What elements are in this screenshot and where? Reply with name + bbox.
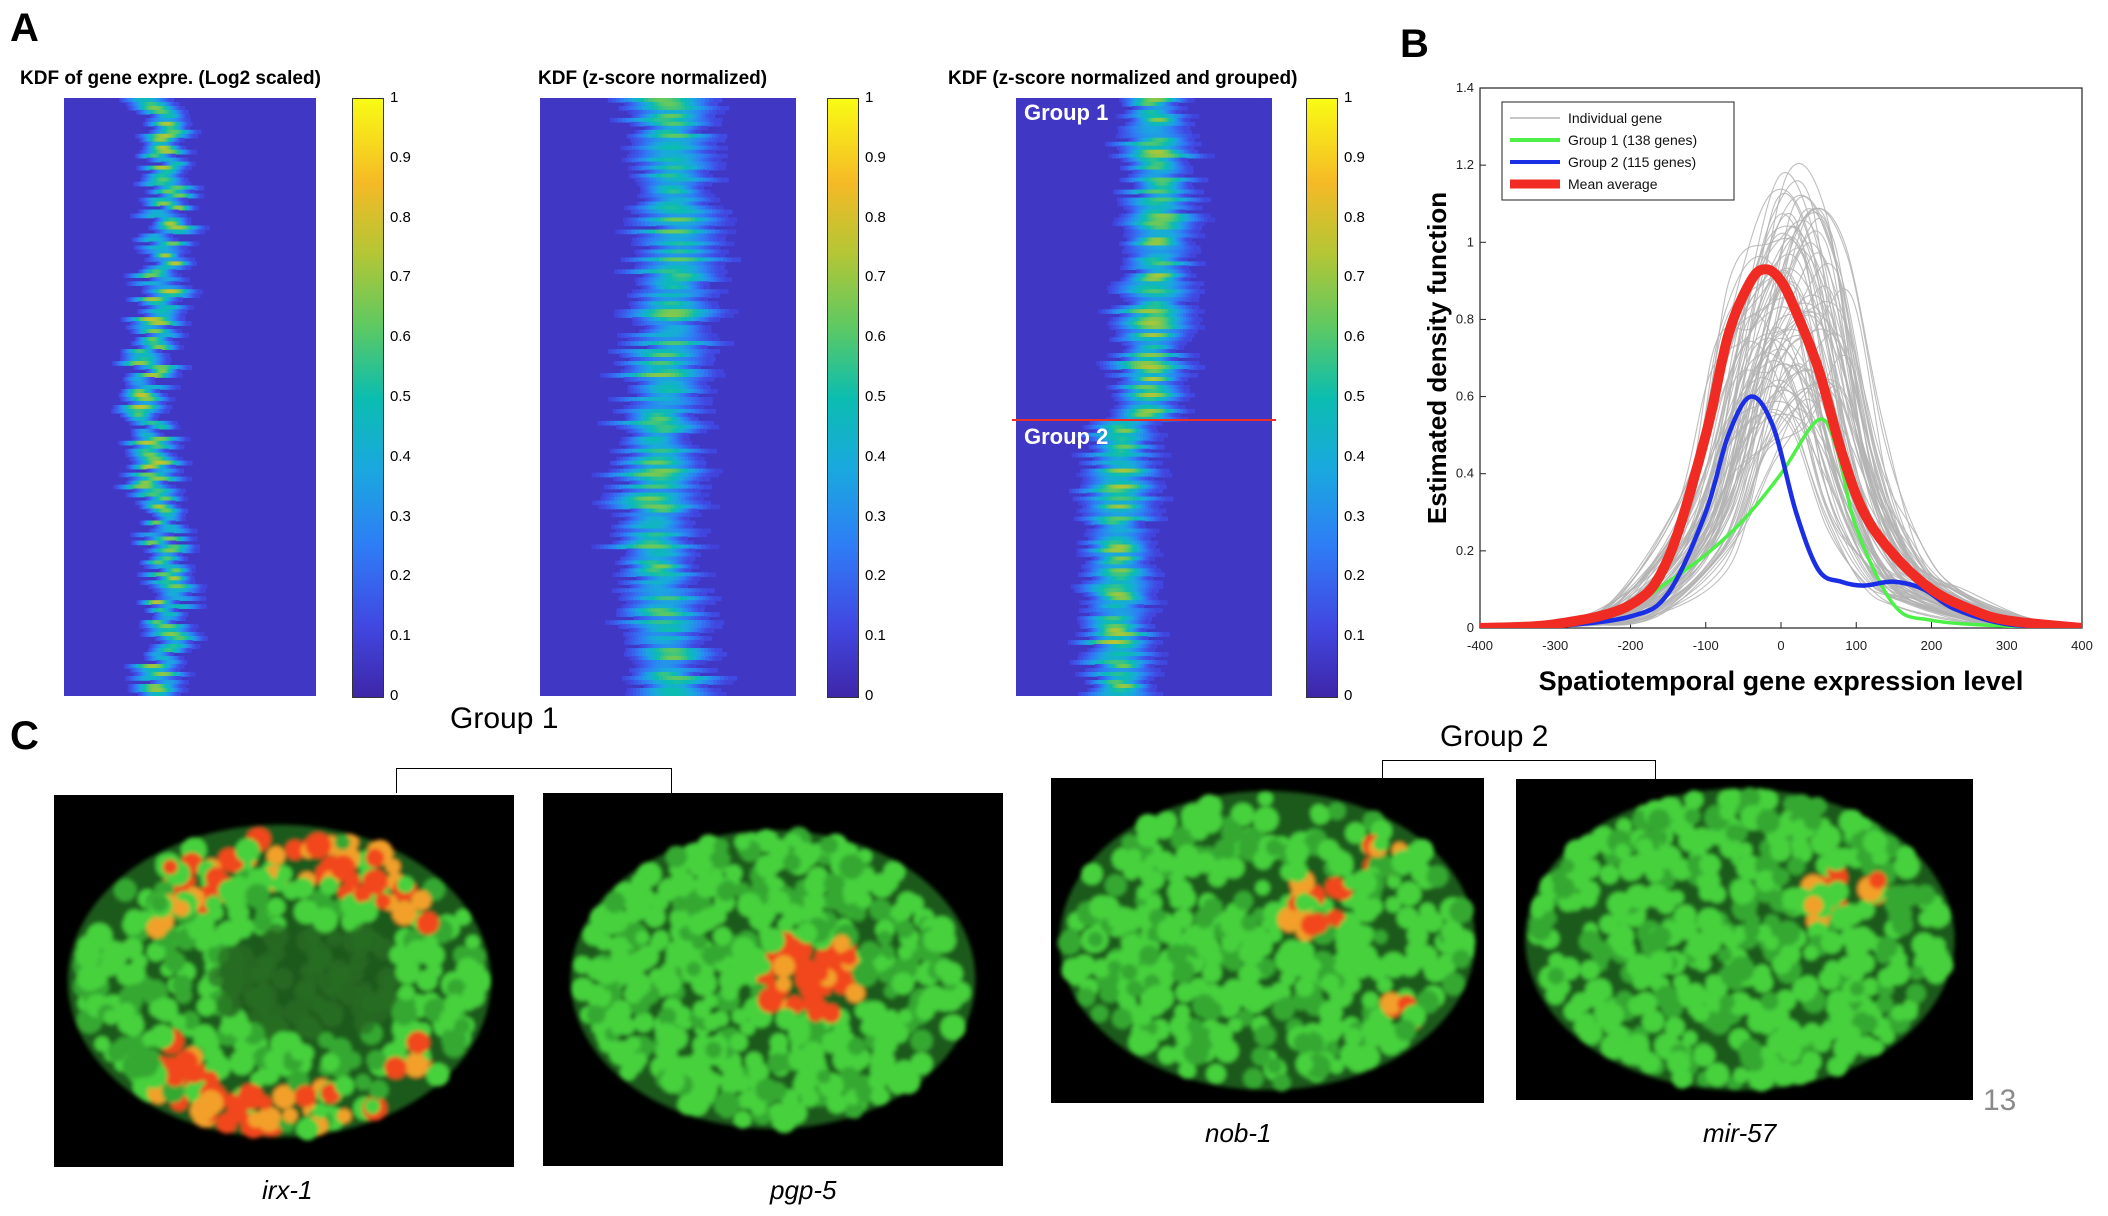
colorbar-2	[827, 98, 859, 698]
x-tick-label: -100	[1693, 638, 1719, 653]
heatmap-2-title: KDF (z-score normalized)	[538, 68, 768, 89]
hm1-cells	[64, 98, 316, 696]
colorbar-2-tick: 0.5	[865, 388, 886, 405]
colorbar-2-tick: 0.9	[865, 148, 886, 166]
x-tick-label: 0	[1777, 638, 1784, 653]
image-group-1-label: Group 1	[450, 702, 559, 735]
x-axis-label: Spatiotemporal gene expression level	[1539, 666, 2024, 696]
y-tick-label: 0.4	[1456, 466, 1474, 481]
heatmap-log2-scaled	[64, 98, 316, 696]
panel-a-label: A	[10, 6, 39, 50]
y-tick-label: 0	[1467, 620, 1474, 635]
density-line-chart: -400 -300 -200 -100 0 100 200 300 400 0 0.2 0.4 0.6 0…	[1422, 80, 2093, 696]
colorbar-2-tick: 0	[865, 687, 874, 704]
colorbar-3-tick: 0.9	[1344, 148, 1365, 166]
heatmap-1-title: KDF of gene expre. (Log2 scaled)	[20, 68, 321, 89]
y-tick-label: 0.6	[1456, 389, 1474, 404]
x-tick-label: 400	[2071, 638, 2093, 653]
caption-mir-57: mir-57	[1703, 1118, 1777, 1148]
y-tick-label: 0.8	[1456, 311, 1474, 326]
colorbar-1-tick: 0.8	[390, 208, 411, 226]
colorbar-1-tick: 0.5	[390, 388, 411, 405]
legend-label: Group 1 (138 genes)	[1568, 132, 1697, 148]
embryo-image-irx-1	[54, 795, 514, 1167]
x-tick-label: -200	[1617, 638, 1643, 653]
colorbar-1-tick: 0.2	[390, 567, 411, 585]
panel-c-label: C	[10, 714, 39, 758]
y-tick-label: 1.4	[1456, 80, 1474, 95]
legend-label: Mean average	[1568, 176, 1658, 192]
colorbar-2-tick: 0.8	[865, 208, 886, 226]
x-tick-label: -300	[1542, 638, 1568, 653]
heatmap-group-2-label: Group 2	[1024, 424, 1109, 449]
caption-nob-1: nob-1	[1205, 1118, 1272, 1148]
colorbar-1	[352, 98, 384, 698]
colorbar-1-tick: 0	[390, 687, 399, 704]
individual-gene-line	[1480, 212, 2060, 628]
img3-embryo	[1057, 791, 1476, 1092]
img2-embryo	[570, 826, 976, 1134]
colorbar-3-tick: 0.8	[1344, 208, 1365, 226]
colorbar-2-tick: 0.7	[865, 268, 886, 286]
colorbar-2-tick: 0.4	[865, 447, 886, 465]
series-line-3	[1480, 264, 2082, 628]
colorbar-2-tick: 0.6	[865, 328, 886, 346]
x-tick-label: 300	[1996, 638, 2018, 653]
group-divider-line	[1012, 419, 1276, 421]
y-tick-label: 0.2	[1456, 543, 1474, 558]
colorbar-3-tick: 1	[1344, 89, 1353, 106]
heatmap-zscore	[540, 98, 796, 696]
y-tick-label: 1	[1467, 234, 1474, 249]
colorbar-3-tick: 0.7	[1344, 268, 1365, 286]
heatmap-3-title: KDF (z-score normalized and grouped)	[948, 68, 1298, 89]
colorbar-3-tick: 0.4	[1344, 447, 1365, 465]
legend-label: Group 2 (115 genes)	[1568, 154, 1696, 170]
colorbar-3-tick: 0	[1344, 687, 1353, 704]
colorbar-1-tick: 0.3	[390, 507, 411, 525]
colorbar-2-tick: 0.1	[865, 627, 886, 645]
x-tick-label: 200	[1921, 638, 1943, 653]
embryo-image-pgp-5	[543, 793, 1003, 1166]
embryo-image-nob-1	[1051, 778, 1484, 1103]
page-number: 13	[1983, 1084, 2017, 1117]
colorbar-2-tick: 0.3	[865, 507, 886, 525]
panel-b-label: B	[1400, 22, 1429, 66]
heatmap-zscore-grouped	[1016, 98, 1272, 696]
colorbar-1-tick: 0.6	[390, 328, 411, 346]
x-tick-label: 100	[1845, 638, 1867, 653]
img1-embryo	[67, 824, 491, 1141]
group-2-bracket	[1382, 760, 1656, 779]
hm2-cells	[540, 98, 796, 696]
y-tick-label: 1.2	[1456, 157, 1474, 172]
hm3-cells	[1016, 98, 1272, 696]
x-tick-label: -400	[1467, 638, 1493, 653]
colorbar-2-tick: 1	[865, 89, 874, 106]
colorbar-1-tick: 1	[390, 89, 399, 106]
colorbar-3-tick: 0.5	[1344, 388, 1365, 405]
legend-label: Individual gene	[1568, 110, 1662, 126]
individual-gene-line	[1507, 242, 2082, 628]
colorbar-3-tick: 0.6	[1344, 328, 1365, 346]
colorbar-3-tick: 0.2	[1344, 567, 1365, 585]
colorbar-1-tick: 0.9	[390, 148, 411, 166]
heatmap-group-1-label: Group 1	[1024, 100, 1109, 125]
caption-irx-1: irx-1	[262, 1175, 313, 1205]
embryo-image-mir-57	[1516, 779, 1973, 1100]
individual-gene-line	[1480, 379, 2078, 628]
img4-embryo	[1525, 787, 1955, 1092]
caption-pgp-5: pgp-5	[770, 1175, 837, 1205]
y-axis-label: Estimated density function	[1422, 192, 1452, 524]
colorbar-1-tick: 0.7	[390, 268, 411, 286]
colorbar-1-tick: 0.4	[390, 447, 411, 465]
colorbar-1-tick: 0.1	[390, 627, 411, 645]
group-1-bracket	[396, 768, 672, 793]
colorbar-3	[1306, 98, 1338, 698]
colorbar-3-tick: 0.1	[1344, 627, 1365, 645]
image-group-2-label: Group 2	[1440, 720, 1549, 753]
individual-gene-line	[1513, 288, 2082, 628]
colorbar-3-tick: 0.3	[1344, 507, 1365, 525]
colorbar-2-tick: 0.2	[865, 567, 886, 585]
individual-gene-line	[1488, 207, 2082, 628]
